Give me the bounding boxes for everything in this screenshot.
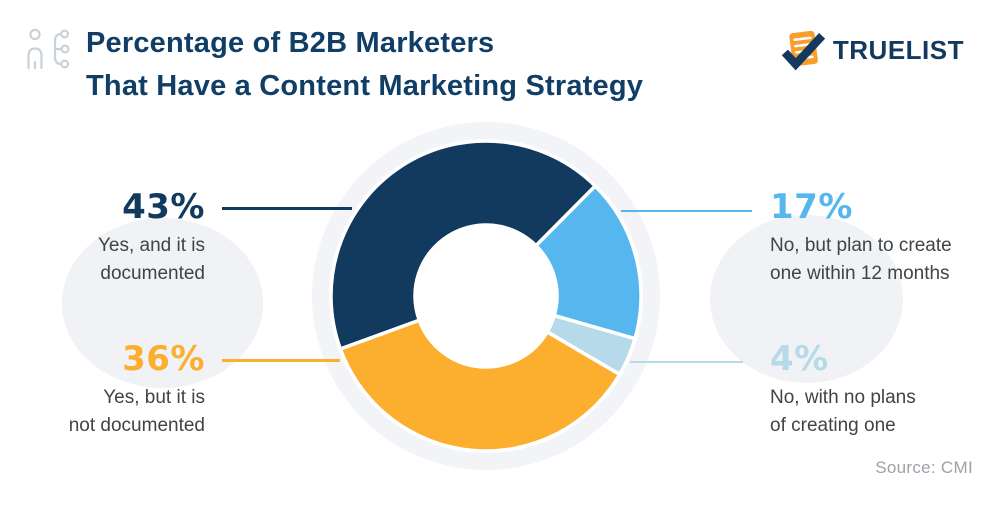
- percent-value-17: 17%: [770, 187, 853, 227]
- title-line-1: Percentage of B2B Marketers: [86, 27, 495, 59]
- callout-yes-not-documented: 36% Yes, but it is not documented: [20, 340, 205, 440]
- leader-line-17: [621, 210, 752, 212]
- leader-line-4: [630, 361, 743, 363]
- leader-line-36: [222, 359, 340, 362]
- page-title: Percentage of B2B Marketers That Have a …: [86, 22, 643, 108]
- label-backdrop-right: [710, 215, 903, 383]
- percent-value-36: 36%: [122, 339, 205, 379]
- logo-checklist-icon: [781, 30, 826, 71]
- segment-description-17: No, but plan to create one within 12 mon…: [770, 235, 952, 284]
- pie-segment-36: [338, 318, 622, 453]
- percent-value-4: 4%: [770, 339, 829, 379]
- title-line-2: That Have a Content Marketing Strategy: [86, 70, 644, 102]
- people-network-icon: [27, 28, 70, 70]
- brand-logo: TRUELIST: [781, 28, 964, 73]
- callout-yes-documented: 43% Yes, and it is documented: [20, 188, 205, 288]
- leader-line-43: [222, 207, 352, 210]
- logo-wordmark: TRUELIST: [832, 35, 964, 65]
- segment-description-36: Yes, but it is not documented: [68, 387, 205, 436]
- segment-description-4: No, with no plans of creating one: [770, 387, 916, 436]
- pie-segment-17: [534, 184, 643, 341]
- callout-no-plan-12-months: 17% No, but plan to create one within 12…: [770, 188, 998, 288]
- callout-no-plans: 4% No, with no plans of creating one: [770, 340, 998, 440]
- donut-chart: [312, 122, 660, 470]
- segment-description-43: Yes, and it is documented: [97, 235, 205, 284]
- source-note: Source: CMI: [875, 458, 973, 477]
- percent-value-43: 43%: [122, 187, 205, 227]
- pie-segment-43: [329, 139, 597, 351]
